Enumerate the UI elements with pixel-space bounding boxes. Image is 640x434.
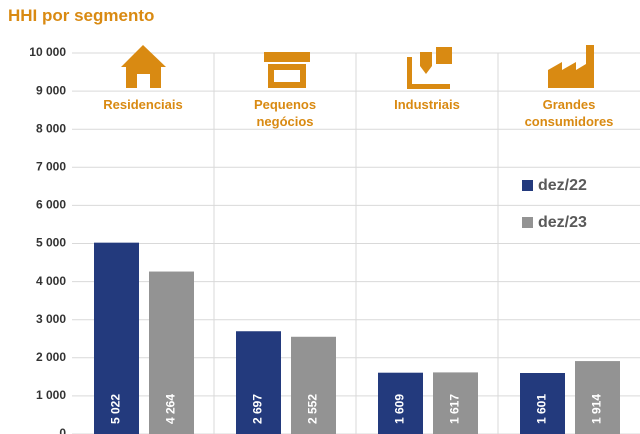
y-tick-label: 4 000 bbox=[36, 274, 66, 288]
y-tick-label: 3 000 bbox=[36, 312, 66, 326]
bar bbox=[94, 242, 139, 434]
icons bbox=[121, 45, 594, 89]
bar bbox=[149, 271, 194, 434]
y-tick-label: 0 bbox=[59, 426, 66, 434]
y-tick-label: 7 000 bbox=[36, 159, 66, 173]
y-tick-label: 5 000 bbox=[36, 236, 66, 250]
legend-swatch bbox=[522, 217, 533, 228]
bar bbox=[291, 336, 336, 434]
y-tick-label: 9 000 bbox=[36, 83, 66, 97]
legend-swatch bbox=[522, 180, 533, 191]
house-icon bbox=[121, 45, 166, 88]
y-tick-label: 2 000 bbox=[36, 350, 66, 364]
category-label: Grandes consumidores bbox=[524, 97, 614, 129]
category-label: Industriais bbox=[394, 97, 460, 112]
legend-label: dez/22 bbox=[538, 177, 587, 194]
data-label: 1 601 bbox=[535, 394, 549, 424]
data-label: 1 914 bbox=[590, 394, 604, 424]
category-label: Residenciais bbox=[103, 97, 183, 112]
data-label: 2 552 bbox=[306, 394, 320, 424]
data-label: 5 022 bbox=[109, 394, 123, 424]
data-label: 2 697 bbox=[251, 394, 265, 424]
y-tick-label: 1 000 bbox=[36, 388, 66, 402]
bar bbox=[520, 373, 565, 434]
bar bbox=[433, 372, 478, 434]
bar bbox=[378, 372, 423, 434]
bar bbox=[236, 331, 281, 434]
legend-label: dez/23 bbox=[538, 214, 587, 231]
factory-icon bbox=[548, 45, 594, 88]
y-tick-label: 8 000 bbox=[36, 121, 66, 135]
data-label: 1 617 bbox=[448, 394, 462, 424]
shop-window bbox=[274, 70, 300, 82]
data-label: 1 609 bbox=[393, 394, 407, 424]
y-tick-label: 10 000 bbox=[29, 45, 66, 59]
industry-icon bbox=[407, 47, 452, 89]
data-label: 4 264 bbox=[164, 394, 178, 424]
chart-title: HHI por segmento bbox=[8, 6, 155, 25]
y-tick-label: 6 000 bbox=[36, 198, 66, 212]
bar bbox=[575, 361, 620, 434]
category-label: Pequenos negócios bbox=[253, 97, 317, 129]
